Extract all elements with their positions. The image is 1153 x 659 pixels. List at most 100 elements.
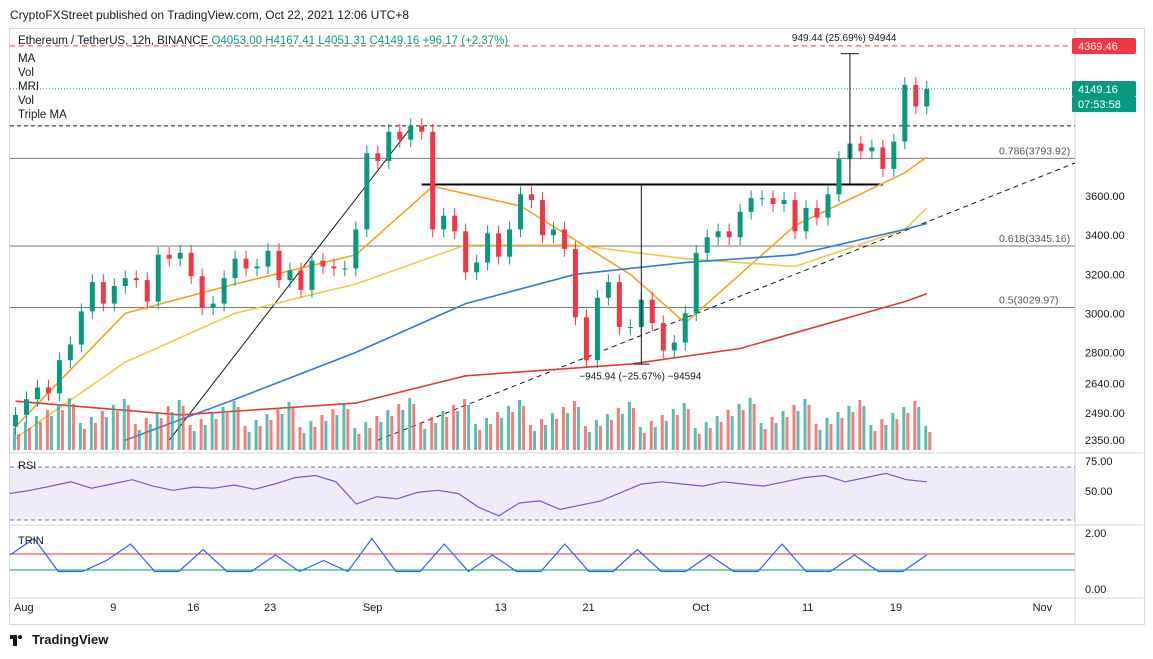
volume-bar [474,424,478,450]
candle-body [452,215,458,232]
candle-body [814,207,820,218]
candle-body [375,153,381,162]
time-tick-label: Oct [692,602,709,614]
candle-body [177,252,183,259]
volume-bar [243,426,247,450]
candle-body [56,360,62,394]
volume-bar [675,415,679,450]
volume-bar [324,421,328,450]
rsi-line [9,472,927,517]
indicator-triple-ma[interactable]: Triple MA [18,109,67,121]
candle-body [748,198,754,212]
volume-bar [605,414,609,450]
indicator-vol[interactable]: Vol [18,67,34,79]
volume-bar [869,425,873,450]
candle-body [770,198,776,204]
volume-bar [803,399,807,450]
volume-bar [620,414,624,450]
indicator-vol-2[interactable]: Vol [18,95,34,107]
candle-body [166,254,172,259]
time-tick-label: 21 [582,602,594,614]
volume-bar [456,411,460,450]
volume-bar [511,412,515,450]
volume-bar [489,424,493,450]
candle-body [902,84,908,142]
candle-body [671,342,677,351]
volume-bar [594,420,598,450]
candle-body [276,250,282,281]
volume-bar [576,407,580,450]
candle-body [386,131,392,162]
volume-bar [23,422,27,450]
candle-body [693,252,699,314]
volume-bar [522,406,526,450]
candle-body [353,229,359,269]
volume-bar [177,400,181,450]
volume-bar [653,427,657,450]
volume-bar [335,415,339,450]
volume-bar [199,419,203,450]
volume-bar [364,422,368,450]
volume-bar [276,408,280,450]
chart-frame[interactable] [9,28,1145,625]
ohlc-open: O4053.00 [211,35,262,47]
volume-bar [78,423,82,450]
volume-bar [763,429,767,450]
candle-body [891,141,897,169]
indicator-ma[interactable]: MA [18,53,36,65]
volume-bar [357,434,361,450]
candle-body [89,282,95,312]
volume-bar [419,423,423,450]
candle-body [364,153,370,230]
symbol-legend: Ethereum / TetherUS, 12h, BINANCE O4053.… [18,35,508,47]
volume-bar [133,424,137,450]
volume-bar [203,425,207,450]
volume-bar [181,406,185,450]
volume-bar [726,410,730,450]
volume-bar [719,422,723,450]
volume-bar [137,430,141,450]
moving-average-line [125,222,928,441]
candle-body [759,198,765,200]
time-tick-label: 11 [802,602,813,614]
fib-level-label: 0.786(3793.92) [999,145,1070,157]
volume-bar [82,429,86,450]
rsi-label: RSI [18,460,36,472]
volume-bar [100,411,104,450]
volume-bar [346,409,350,450]
candle-body [12,414,18,427]
volume-bar [122,399,126,450]
volume-bar [342,403,346,450]
candle-body [836,159,842,195]
volume-bar [170,412,174,450]
volume-bar [155,412,159,450]
volume-bar [390,416,394,450]
candle-body [529,194,535,201]
candle-body [265,250,271,267]
candle-body [572,248,578,318]
publish-header: CryptoFXStreet published on TradingView.… [10,8,409,22]
indicator-mri[interactable]: MRI [18,81,40,93]
volume-bar [704,422,708,450]
time-tick-label: Sep [363,602,383,614]
volume-bar [785,417,789,450]
volume-bar [873,431,877,450]
volume-bar [781,411,785,450]
candle-body [331,266,337,269]
volume-bar [331,409,335,450]
volume-bar [397,404,401,450]
volume-bar [851,412,855,450]
price-tick-label: 3000.00 [1085,308,1125,320]
volume-bar [265,414,269,450]
candle-body [232,258,238,279]
volume-bar [56,404,60,450]
time-tick-label: 23 [264,602,276,614]
rising-trendline [377,162,1076,441]
moving-average-line [14,156,928,428]
countdown-label: 07:53:58 [1078,99,1121,111]
price-tag [1072,37,1136,54]
volume-bar [583,426,587,450]
candle-body [320,260,326,267]
volume-bar [748,398,752,450]
